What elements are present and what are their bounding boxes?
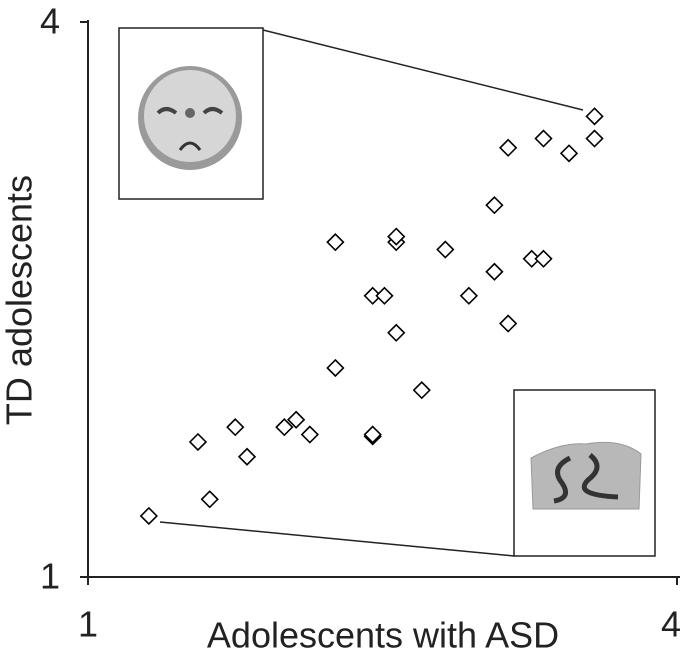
- inset-sad-face: [118, 27, 584, 200]
- point: [559, 144, 579, 163]
- point: [499, 138, 518, 157]
- point: [459, 286, 479, 305]
- point: [387, 227, 406, 246]
- point: [326, 233, 345, 252]
- point: [363, 425, 382, 444]
- eyes: [156, 107, 224, 115]
- point: [237, 447, 257, 466]
- x-tick-label: 4: [661, 604, 681, 645]
- point: [412, 381, 431, 400]
- cake: [530, 441, 642, 510]
- x-tick-label: 1: [78, 604, 98, 645]
- point: [375, 286, 394, 305]
- point: [200, 490, 219, 509]
- point: [300, 425, 319, 444]
- y-axis-label: TD adolescents: [0, 175, 40, 425]
- point: [139, 506, 158, 526]
- mouth: [178, 141, 202, 151]
- point: [326, 358, 345, 378]
- point: [226, 418, 245, 437]
- connector: [262, 29, 584, 111]
- connector: [159, 521, 515, 557]
- point: [188, 432, 208, 452]
- x-axis-label: Adolescents with ASD: [207, 615, 559, 656]
- point: [485, 196, 504, 215]
- nose: [185, 108, 195, 118]
- inset-cake: [159, 389, 656, 557]
- point: [534, 249, 553, 268]
- point: [387, 323, 406, 342]
- cake-mark: [553, 453, 619, 504]
- point: [585, 107, 604, 126]
- point: [534, 129, 553, 148]
- y-tick-label: 4: [40, 1, 60, 42]
- point: [286, 410, 306, 429]
- y-tick-label: 1: [40, 556, 60, 597]
- point: [436, 240, 455, 259]
- point: [485, 262, 504, 281]
- point: [275, 418, 294, 437]
- point: [585, 129, 604, 148]
- point: [499, 314, 518, 333]
